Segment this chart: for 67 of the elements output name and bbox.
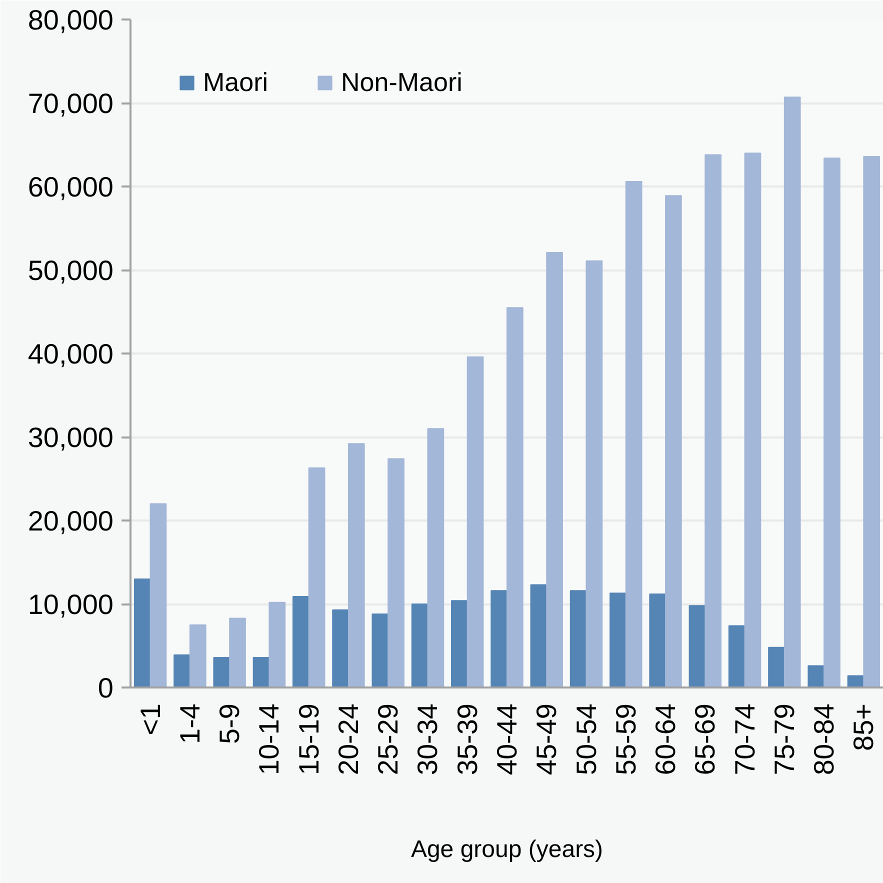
bar [704,154,722,688]
bar [451,600,468,688]
bar [728,625,746,688]
x-tick-label: 40-44 [492,703,522,776]
y-tick-label: 70,000 [28,88,114,119]
bar [649,593,666,688]
y-tick-label: 20,000 [28,506,114,536]
bar [688,605,706,688]
bar [506,307,524,688]
bar [665,195,682,688]
x-axis-title: Age group (years) [410,836,604,864]
x-tick-label: 10-14 [254,703,285,776]
bar [546,252,563,688]
bar [150,503,167,688]
x-tick-label: 70-74 [729,703,760,776]
legend-label: Non-Maori [341,67,462,98]
bar [388,458,404,688]
bar [586,260,603,688]
bar [863,156,880,688]
y-tick-label: 50,000 [28,255,114,286]
x-tick-label: 30-34 [412,703,444,776]
x-tick-label: 15-19 [293,703,324,776]
y-tick-label: 30,000 [28,422,114,453]
x-tick-label: 35-39 [452,703,483,776]
bar [824,158,840,688]
bar [768,646,785,688]
bar [570,590,587,688]
bar [332,609,349,688]
y-tick-label: 40,000 [28,338,114,370]
bar [744,152,762,688]
x-tick-label: 5-9 [214,704,246,744]
legend-label: Maori [203,67,268,98]
x-tick-label: 75-79 [768,703,800,776]
x-tick-label: 20-24 [332,703,364,776]
bar [372,614,389,688]
x-tick-label: 45-49 [531,703,562,776]
x-tick-label: 80-84 [808,703,840,776]
y-tick-label: 10,000 [28,589,114,620]
bar [530,584,548,688]
x-tick-label: <1 [134,703,166,736]
x-tick-label: 25-29 [372,703,404,776]
bar [348,443,365,688]
y-tick-label: 80,000 [28,4,114,36]
y-tick-label: 60,000 [28,172,114,202]
x-tick-label: 60-64 [650,703,682,776]
bar [490,590,508,688]
bar [411,604,428,688]
x-tick-label: 55-59 [610,703,642,776]
x-tick-label: 85+ [848,703,880,751]
bar [808,665,825,688]
x-tick-label: 65-69 [690,703,721,776]
bar [268,602,286,688]
bar [784,96,801,688]
bar [213,656,230,688]
bar [427,428,444,688]
bar [174,654,190,688]
bar [292,596,310,688]
bar [308,467,326,688]
bar [229,618,246,688]
x-tick-label: 50-54 [570,703,602,776]
x-tick-label: 1-4 [174,704,206,744]
bar [466,356,484,688]
bar [625,180,642,688]
bar [610,592,626,688]
bar [189,624,206,688]
bar [134,578,151,688]
y-tick-label: 0 [98,672,114,704]
